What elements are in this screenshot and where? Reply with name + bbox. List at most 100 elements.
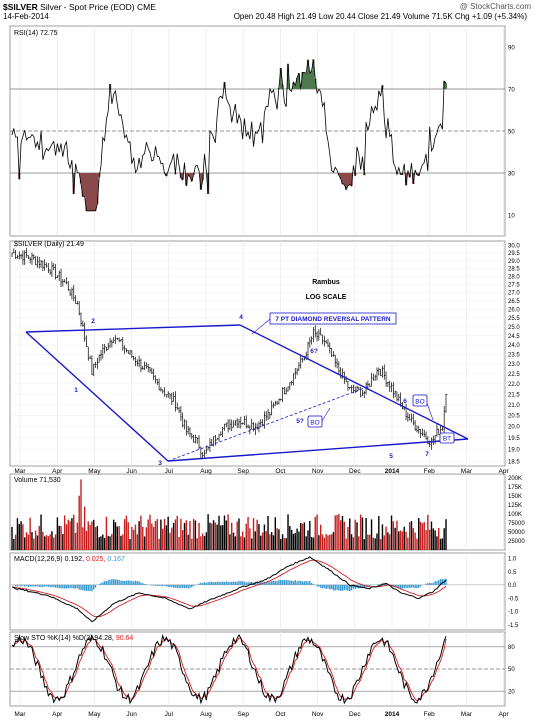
volume-bar [250, 538, 253, 550]
price-bar [147, 363, 150, 373]
price-bar [126, 348, 128, 353]
volume-bar [378, 516, 380, 550]
price-bar [24, 250, 27, 265]
price-bar [249, 425, 252, 435]
volume-bar [143, 536, 146, 550]
x-tick-label-bottom: Mar [14, 711, 26, 718]
volume-bar [118, 526, 120, 550]
price-bar [51, 261, 54, 277]
macd-hist-bar [107, 580, 109, 585]
price-y-tick: 29.0 [508, 259, 520, 265]
macd-hist-bar [54, 584, 57, 588]
volume-bar [169, 532, 171, 550]
x-tick-label-price: Jun [126, 468, 137, 475]
price-bar [135, 356, 137, 367]
macd-hist-bar [74, 584, 77, 589]
price-bar [316, 331, 319, 342]
price-bar [265, 411, 268, 421]
price-bar [325, 339, 328, 344]
price-bar [349, 386, 352, 390]
macd-hist-bar [359, 584, 362, 588]
price-y-tick: 24.0 [508, 343, 520, 349]
macd-hist-bar [403, 584, 405, 589]
macd-hist-bar [145, 584, 148, 585]
volume-bar [316, 514, 318, 550]
price-bar [327, 338, 330, 348]
price-bar [273, 402, 275, 409]
price-bar [107, 342, 110, 350]
macd-hist-bar [427, 583, 429, 585]
pattern-line-top [25, 324, 241, 333]
price-bar [227, 419, 230, 433]
volume-bar [103, 537, 106, 550]
volume-bar [36, 535, 39, 550]
macd-hist-bar [89, 584, 91, 591]
price-bar [136, 359, 139, 367]
exchange: CME [137, 2, 156, 12]
macd-hist-bar [405, 584, 407, 588]
price-bar [269, 412, 272, 420]
macd-hist-bar [80, 584, 82, 590]
volume-bar [421, 523, 424, 550]
price-bar [18, 251, 21, 260]
price-bar [289, 382, 292, 391]
macd-hist-bar [116, 579, 119, 585]
price-bar [400, 392, 402, 407]
volume-bar [261, 532, 264, 550]
macd-hist-bar [127, 580, 129, 585]
volume-bar [149, 514, 151, 550]
macd-hist-bar [103, 581, 106, 585]
volume-bar [381, 524, 384, 550]
price-y-tick: 28.0 [508, 274, 520, 280]
volume-bar [438, 527, 440, 550]
macd-hist-bar [221, 581, 224, 585]
price-bar [158, 378, 161, 391]
macd-y-tick: -1.0 [508, 610, 519, 616]
volume-bar [349, 518, 351, 550]
volume-bar [205, 532, 208, 550]
price-bar [184, 419, 186, 430]
macd-hist-bar [178, 584, 180, 589]
price-bar [235, 420, 237, 426]
macd-hist-bar [327, 584, 329, 589]
volume-bar [40, 514, 42, 550]
macd-hist-bar [14, 584, 17, 587]
stoch-k-line [11, 633, 447, 705]
macd-hist-bar [212, 582, 215, 585]
volume-bar [51, 531, 53, 550]
macd-hist-bar [65, 584, 68, 589]
price-y-tick: 21.0 [508, 403, 520, 409]
x-tick-label-price: Mar [14, 468, 26, 475]
macd-hist-bar [396, 584, 398, 588]
pattern-point-label: 5? [296, 418, 304, 425]
macd-hist-bar [45, 584, 48, 587]
pattern-point-label: 2 [91, 318, 95, 325]
volume-value: 71.5K [431, 12, 453, 21]
price-bar [189, 427, 192, 438]
macd-hist-bar [258, 582, 260, 585]
price-bar [109, 337, 112, 349]
volume-bar [260, 535, 262, 550]
macd-hist-bar [125, 580, 128, 585]
volume-bar [379, 539, 382, 550]
volume-bar [341, 515, 344, 550]
macd-hist-bar [349, 584, 351, 592]
macd-hist-bar [51, 584, 53, 588]
rambus-note: Rambus [312, 279, 340, 286]
macd-hist-bar [160, 584, 162, 586]
price-bar [111, 339, 114, 348]
volume-bar [361, 517, 364, 550]
macd-hist-bar [187, 584, 189, 589]
price-bars [11, 248, 448, 460]
x-tick-label-price: Dec [349, 468, 361, 475]
macd-hist-bar [162, 584, 164, 587]
macd-hist-bar [243, 581, 246, 585]
volume-bar [125, 515, 128, 550]
volume-bar [283, 538, 286, 550]
volume-bar [263, 524, 266, 550]
macd-hist-bar [227, 581, 229, 585]
pattern-name-box [269, 312, 397, 325]
volume-bar [187, 534, 189, 550]
volume-bar [211, 523, 213, 550]
